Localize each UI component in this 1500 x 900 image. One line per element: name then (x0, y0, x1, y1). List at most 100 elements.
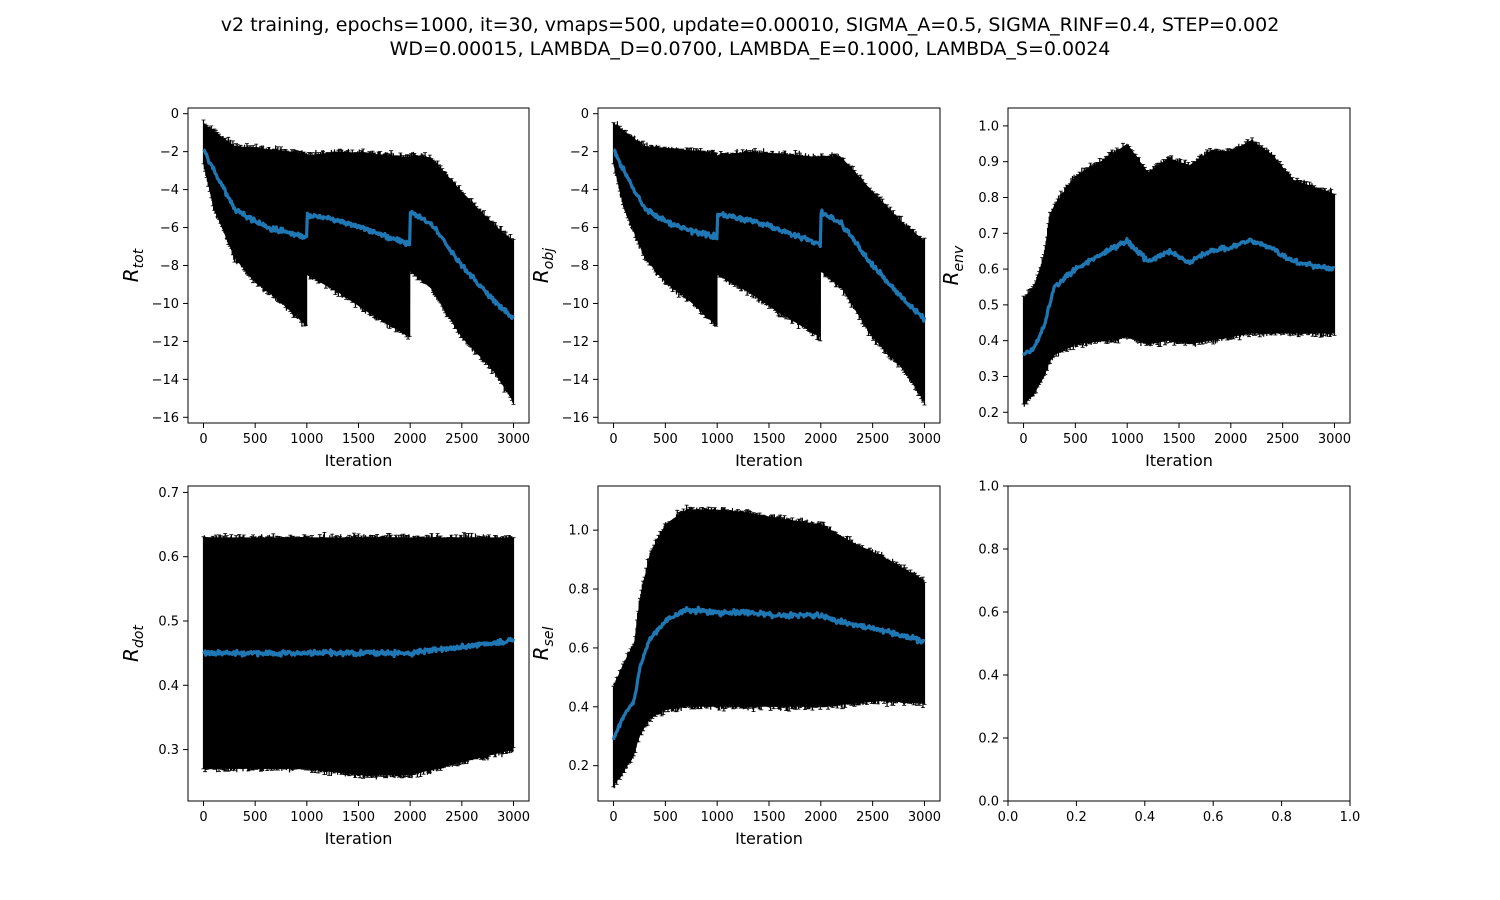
error-caps-r_tot (201, 119, 516, 405)
x-tick-label-empty: 0.8 (1271, 810, 1292, 825)
subplot-r_dot: 0 500 1000 1500 2000 2500 3000 0.3 0.4 0.5 0.6 0.7 I… (119, 485, 530, 848)
y-tick-label-r_obj: −8 (570, 259, 589, 274)
y-tick-label-r_env: 0.6 (978, 263, 999, 278)
mean-line-r_env (1022, 237, 1336, 357)
y-tick-label-r_sel: 0.2 (568, 759, 589, 774)
y-axis-label-r_tot: Rtot (119, 248, 147, 282)
y-tick-label-empty: 0.2 (978, 732, 999, 747)
y-tick-label-r_dot: 0.6 (158, 550, 179, 565)
y-axis-label-main: R (529, 269, 553, 283)
x-tick-label-empty: 0.0 (998, 810, 1019, 825)
y-tick-label-r_obj: −12 (562, 335, 589, 350)
y-tick-label-r_sel: 0.6 (568, 641, 589, 656)
x-tick-label-r_dot: 1000 (290, 810, 323, 825)
x-tick-label-r_env: 3000 (1318, 432, 1351, 447)
y-tick-label-r_tot: −8 (160, 259, 179, 274)
y-tick-label-r_dot: 0.7 (158, 486, 179, 501)
y-axis-label-r_dot: Rdot (119, 625, 147, 662)
y-tick-label-r_obj: −10 (562, 297, 589, 312)
y-tick-label-r_tot: −4 (160, 183, 179, 198)
suptitle-line-2: WD=0.00015, LAMBDA_D=0.0700, LAMBDA_E=0.… (389, 38, 1111, 60)
x-tick-label-r_tot: 0 (199, 432, 207, 447)
x-tick-label-r_tot: 1500 (342, 432, 375, 447)
x-tick-label-r_sel: 500 (653, 810, 678, 825)
x-tick-label-r_obj: 2500 (856, 432, 889, 447)
y-tick-label-r_tot: −12 (152, 335, 179, 350)
y-tick-label-r_obj: −4 (570, 183, 589, 198)
y-axis-label-main: R (119, 268, 143, 282)
x-tick-label-r_env: 1500 (1162, 432, 1195, 447)
y-tick-label-r_dot: 0.4 (158, 679, 179, 694)
x-tick-label-r_sel: 0 (609, 810, 617, 825)
y-axis-label-subscript: sel (541, 627, 557, 647)
x-tick-label-empty: 0.4 (1134, 810, 1155, 825)
y-axis-label-r_obj: Robj (529, 248, 557, 283)
x-tick-label-r_tot: 1000 (290, 432, 323, 447)
x-tick-label-r_sel: 2500 (856, 810, 889, 825)
subplot-r_obj: 0 500 1000 1500 2000 2500 3000 0 −2 −4 −6 −8 −10 −12 −… (529, 107, 941, 470)
y-tick-label-r_dot: 0.3 (158, 743, 179, 758)
axes-frame-empty (1007, 485, 1351, 802)
y-axis-label-subscript: tot (131, 248, 147, 268)
x-tick-label-r_sel: 1500 (752, 810, 785, 825)
y-tick-label-r_sel: 1.0 (568, 524, 589, 539)
error-bars-r_obj (612, 121, 926, 405)
y-tick-label-r_env: 0.5 (978, 298, 999, 313)
y-tick-label-r_tot: −2 (160, 145, 179, 160)
x-axis-label-r_dot: Iteration (325, 829, 393, 848)
y-axis-label-r_env: Renv (939, 245, 967, 285)
x-tick-label-r_sel: 1000 (701, 810, 734, 825)
subplot-empty: 0.0 0.2 0.4 0.6 0.8 1.0 0.0 0.2 0.4 0.6 0.8 1.0 (978, 480, 1360, 826)
mean-line-r_obj (612, 148, 927, 323)
y-axis-label-main: R (529, 646, 553, 660)
x-tick-label-empty: 1.0 (1340, 810, 1361, 825)
y-axis-label-main: R (939, 271, 963, 285)
x-tick-label-empty: 0.2 (1066, 810, 1087, 825)
y-tick-label-r_tot: 0 (171, 107, 179, 122)
error-caps-r_sel (611, 504, 927, 788)
subplot-r_sel: 0 500 1000 1500 2000 2500 3000 0.2 0.4 0.6 0.8 1.0 I… (529, 485, 941, 848)
x-tick-label-r_dot: 3000 (497, 810, 530, 825)
x-tick-label-r_obj: 0 (609, 432, 617, 447)
x-tick-label-r_env: 2500 (1266, 432, 1299, 447)
x-tick-label-r_env: 2000 (1214, 432, 1247, 447)
y-tick-label-r_obj: −14 (562, 373, 589, 388)
y-axis-label-subscript: obj (541, 248, 557, 269)
y-tick-label-r_env: 0.4 (978, 334, 999, 349)
x-tick-label-r_dot: 1500 (342, 810, 375, 825)
y-tick-label-empty: 1.0 (978, 480, 999, 495)
error-caps-r_dot (201, 532, 516, 779)
y-tick-label-empty: 0.0 (978, 795, 999, 810)
y-tick-label-empty: 0.8 (978, 543, 999, 558)
x-tick-label-empty: 0.6 (1203, 810, 1224, 825)
x-tick-label-r_tot: 2000 (394, 432, 427, 447)
x-axis-label-r_sel: Iteration (735, 829, 803, 848)
x-tick-label-r_obj: 3000 (908, 432, 941, 447)
x-tick-label-r_tot: 500 (243, 432, 268, 447)
mean-line-r_tot (202, 148, 515, 320)
x-axis-label-r_env: Iteration (1145, 451, 1213, 470)
x-tick-label-r_env: 500 (1063, 432, 1088, 447)
y-tick-label-r_env: 0.8 (978, 191, 999, 206)
y-tick-label-r_env: 0.7 (978, 227, 999, 242)
x-tick-label-r_obj: 2000 (804, 432, 837, 447)
x-tick-label-r_sel: 3000 (908, 810, 941, 825)
y-tick-label-r_obj: −16 (562, 411, 589, 426)
y-axis-label-main: R (119, 648, 143, 662)
subplot-r_tot: 0 500 1000 1500 2000 2500 3000 0 −2 −4 −6 −8 −10 −12 −… (119, 107, 530, 470)
y-tick-label-r_sel: 0.4 (568, 700, 589, 715)
error-caps-r_obj (611, 122, 927, 406)
y-tick-label-r_obj: −2 (570, 145, 589, 160)
mean-line-r_sel (611, 605, 926, 741)
suptitle-line-1: v2 training, epochs=1000, it=30, vmaps=5… (220, 14, 1280, 36)
x-tick-label-r_obj: 500 (653, 432, 678, 447)
x-tick-label-r_tot: 3000 (497, 432, 530, 447)
x-tick-label-r_dot: 500 (243, 810, 268, 825)
x-tick-label-r_sel: 2000 (804, 810, 837, 825)
y-tick-label-r_tot: −14 (152, 373, 179, 388)
error-bars-r_sel (612, 505, 926, 789)
mean-line-r_dot (202, 636, 516, 659)
x-tick-label-r_tot: 2500 (445, 432, 478, 447)
x-axis-label-r_tot: Iteration (325, 451, 393, 470)
